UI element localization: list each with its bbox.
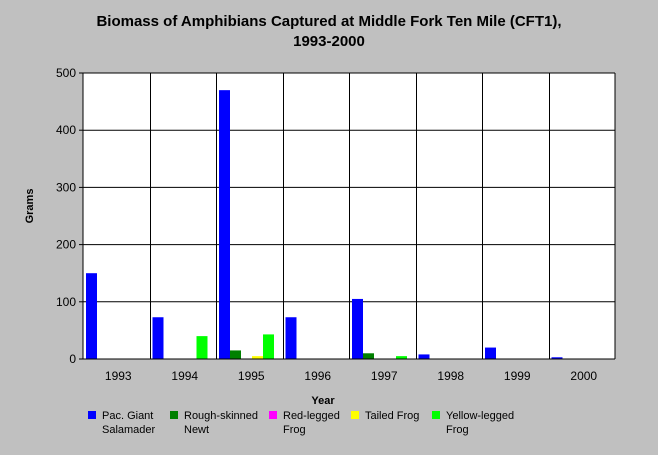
x-tick-label-1994: 1994 xyxy=(171,369,198,383)
bar-tailed-frog-1995 xyxy=(252,356,263,359)
y-tick-label-300: 300 xyxy=(56,180,76,194)
x-tick-label-2000: 2000 xyxy=(570,369,597,383)
legend-label-pac-giant-salamader-1: Pac. Giant xyxy=(102,410,154,422)
x-tick-label-1993: 1993 xyxy=(105,369,132,383)
y-tick-label-100: 100 xyxy=(56,295,76,309)
legend-swatch-pac-giant-salamader xyxy=(88,411,96,419)
bar-yellow-legged-frog-1997 xyxy=(396,356,407,359)
legend-label-pac-giant-salamader-2: Salamader xyxy=(102,424,156,436)
bar-rough-skinned-newt-1995 xyxy=(230,350,241,359)
bar-pac-giant-salamader-1995 xyxy=(219,90,230,359)
bar-pac-giant-salamader-1997 xyxy=(352,298,363,359)
bar-pac-giant-salamader-1999 xyxy=(485,347,496,359)
x-tick-label-1998: 1998 xyxy=(437,369,464,383)
legend-label-red-legged-frog-1: Red-legged xyxy=(283,410,340,422)
bar-pac-giant-salamader-2000 xyxy=(551,357,563,359)
y-tick-label-200: 200 xyxy=(56,238,76,252)
legend: Pac. Giant Salamader Rough-skinned Newt … xyxy=(0,409,658,449)
legend-label-red-legged-frog-2: Frog xyxy=(283,424,306,436)
bar-pac-giant-salamader-1993 xyxy=(86,273,97,359)
y-tick-label-400: 400 xyxy=(56,123,76,137)
x-tick-label-1997: 1997 xyxy=(371,369,398,383)
legend-swatch-rough-skinned-newt xyxy=(170,411,178,419)
legend-swatch-tailed-frog xyxy=(351,411,359,419)
bar-yellow-legged-frog-1995 xyxy=(263,334,274,359)
x-tick-label-1995: 1995 xyxy=(238,369,265,383)
y-tick-label-0: 0 xyxy=(69,352,76,366)
legend-swatch-yellow-legged-frog xyxy=(432,411,440,419)
bar-rough-skinned-newt-1997 xyxy=(363,353,374,359)
x-tick-label-1999: 1999 xyxy=(504,369,531,383)
legend-label-rough-skinned-newt-2: Newt xyxy=(184,424,210,436)
chart-title-line2: 1993-2000 xyxy=(293,33,365,50)
y-tick-label-500: 500 xyxy=(56,66,76,80)
chart-title: Biomass of Amphibians Captured at Middle… xyxy=(0,12,658,52)
legend-label-rough-skinned-newt-1: Rough-skinned xyxy=(184,410,258,422)
bar-pac-giant-salamader-1998 xyxy=(418,354,430,359)
x-axis-title: Year xyxy=(311,395,335,407)
y-axis-title: Grams xyxy=(24,189,36,224)
bar-yellow-legged-frog-1994 xyxy=(196,336,208,359)
bar-pac-giant-salamader-1994 xyxy=(152,317,164,359)
legend-label-yellow-legged-frog-2: Frog xyxy=(446,424,469,436)
bar-pac-giant-salamader-1996 xyxy=(285,317,297,359)
legend-swatch-red-legged-frog xyxy=(269,411,277,419)
legend-label-tailed-frog-1: Tailed Frog xyxy=(365,410,420,422)
legend-label-yellow-legged-frog-1: Yellow-legged xyxy=(446,410,515,422)
x-tick-label-1996: 1996 xyxy=(304,369,331,383)
chart-title-line1: Biomass of Amphibians Captured at Middle… xyxy=(96,13,562,30)
